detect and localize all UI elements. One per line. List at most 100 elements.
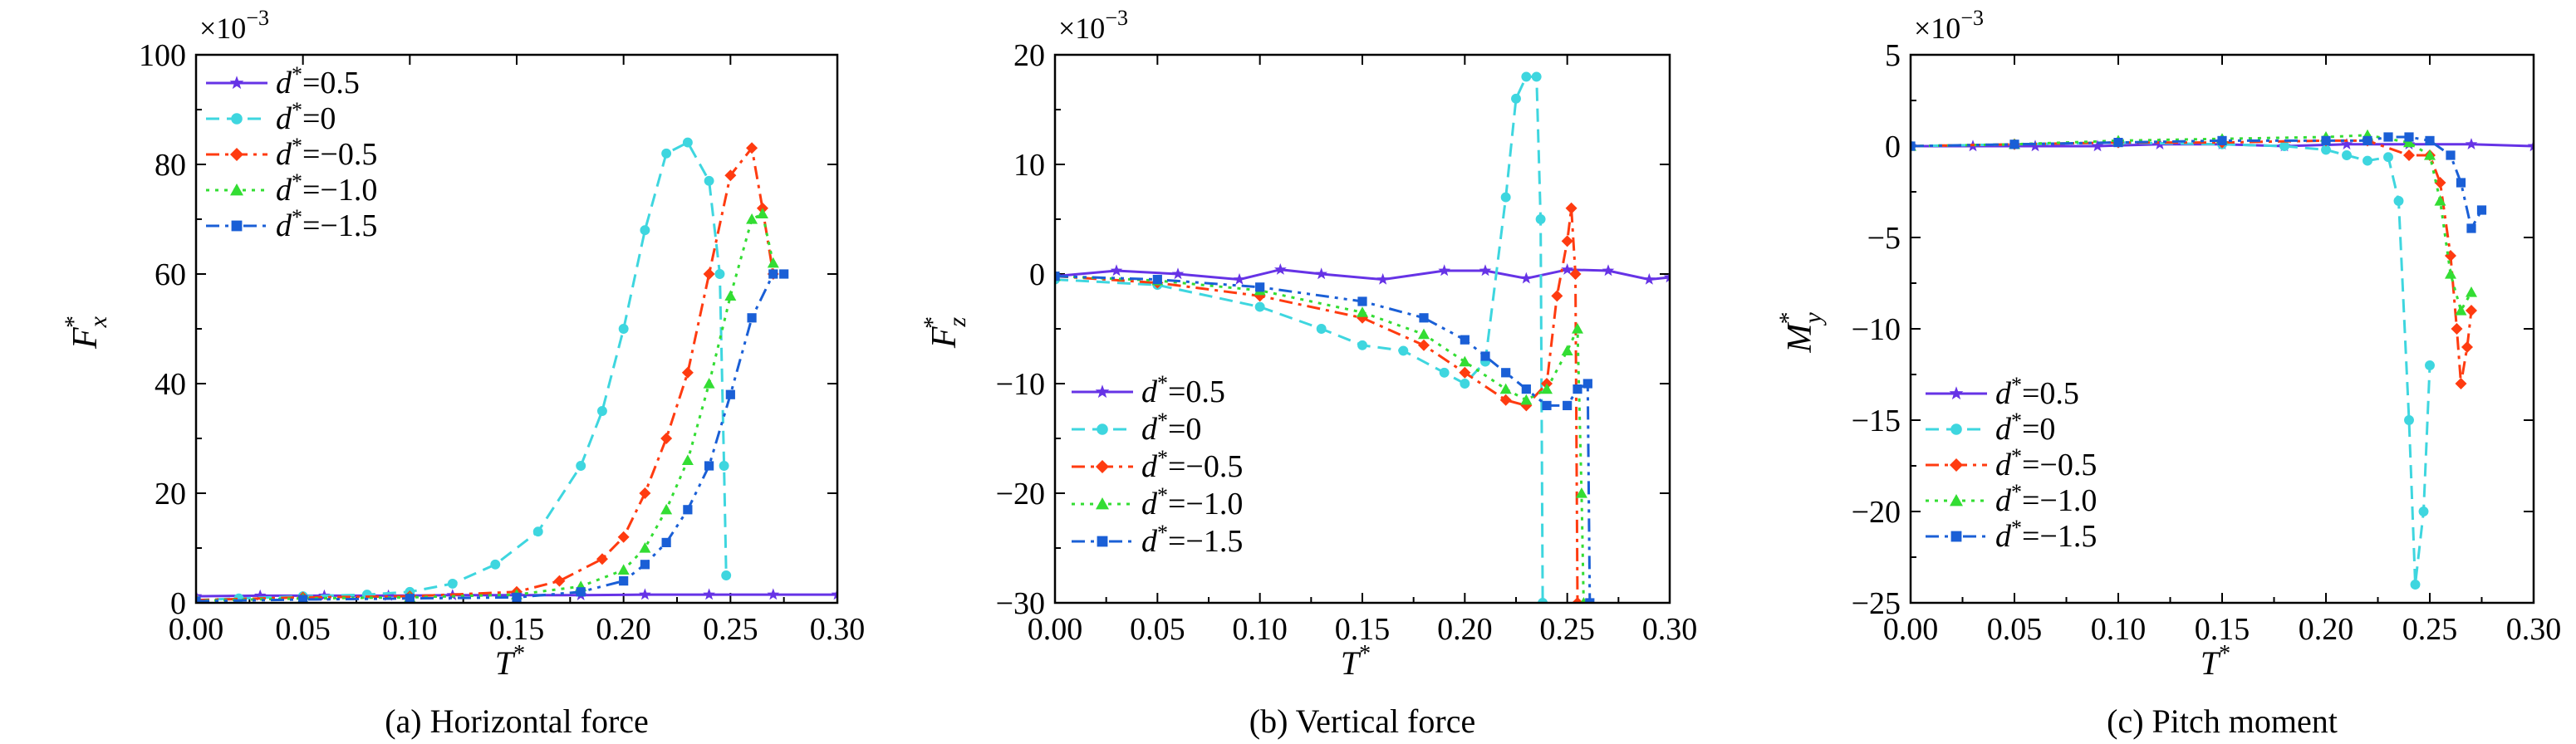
data-point (2321, 144, 2331, 155)
data-point (2404, 415, 2414, 425)
data-point (1460, 379, 1470, 389)
x-tick-label: 0.30 (2506, 612, 2562, 647)
legend-marker (1097, 536, 1108, 547)
data-point (640, 225, 650, 236)
y-tick-label: 80 (155, 148, 186, 183)
data-point (2383, 132, 2393, 142)
series-line (1055, 268, 1670, 281)
data-point (682, 137, 693, 148)
panel-caption: (c) Pitch moment (2107, 702, 2338, 740)
x-tick-label: 0.20 (596, 612, 651, 647)
data-point (1531, 71, 1542, 82)
data-point (1573, 384, 1582, 394)
axis-exponent-power: −3 (246, 6, 269, 30)
x-tick-label: 0.30 (1642, 612, 1698, 647)
x-tick-label: 0.15 (2195, 612, 2250, 647)
legend-label: d*=−1.5 (1995, 516, 2097, 554)
data-point (1521, 71, 1532, 82)
legend-label: d*=0 (1141, 409, 1201, 447)
data-point (2466, 286, 2477, 297)
y-tick-label: −15 (1852, 404, 1901, 438)
x-tick-label: 0.25 (2402, 612, 2458, 647)
data-point (1439, 367, 1450, 378)
series-2 (196, 137, 732, 603)
x-tick-label: 0.05 (275, 612, 331, 647)
y-tick-label: 20 (1013, 38, 1045, 73)
y-axis-label-star: * (60, 316, 87, 328)
axis-exponent: ×10−3 (199, 6, 269, 45)
legend-label: d*=−1.5 (1141, 521, 1243, 559)
legend: d*=0.5d*=0d*=−0.5d*=−1.0d*=−1.5 (1926, 373, 2097, 554)
data-point (747, 313, 757, 323)
data-point (640, 560, 650, 570)
series-3 (1911, 135, 2477, 389)
data-point (1561, 235, 1573, 247)
data-point (2466, 305, 2477, 316)
y-tick-label: −20 (1852, 495, 1901, 530)
data-point (1572, 597, 1583, 603)
plot-frame (1053, 53, 1671, 604)
legend-label: d*=−1.0 (276, 169, 377, 208)
legend-marker (229, 76, 244, 90)
data-point (1911, 141, 1916, 151)
legend-marker (1095, 384, 1110, 399)
data-point (2363, 135, 2372, 145)
x-tick-label: 0.15 (489, 612, 545, 647)
x-tick-label: 0.05 (1130, 612, 1185, 647)
x-axis-label: T* (495, 641, 525, 682)
x-axis-label: T* (1341, 641, 1371, 682)
chart-panel-2: 0.00 0.05 0.10 0.15 0.20 0.25 0.30 −30 −20 −10 0 10… (919, 6, 1697, 740)
data-point (1520, 394, 1533, 405)
data-point (1479, 264, 1492, 277)
data-point (1418, 339, 1430, 351)
data-point (1663, 271, 1670, 283)
x-axis-label-star: * (513, 641, 525, 667)
data-point (1460, 335, 1470, 345)
data-point (2425, 135, 2435, 145)
data-point (1376, 272, 1389, 285)
data-point (1055, 272, 1060, 281)
series-line (1911, 141, 2431, 585)
data-point (490, 559, 501, 570)
y-tick-label: 0 (1885, 130, 1901, 164)
data-point (1538, 598, 1548, 603)
data-point (2403, 136, 2415, 148)
legend-marker (1950, 494, 1963, 507)
data-point (1438, 264, 1450, 277)
data-point (1541, 383, 1553, 394)
data-point (724, 169, 737, 182)
series-2 (1055, 71, 1548, 603)
legend-label: d*=−1.5 (276, 205, 377, 243)
axis-exponent-power: −3 (1960, 6, 1984, 30)
series-4 (196, 208, 779, 603)
data-point (2425, 360, 2435, 370)
data-point (2403, 149, 2415, 161)
legend-marker (230, 184, 243, 196)
legend-label: d*=0.5 (1141, 371, 1225, 409)
series-line (196, 140, 728, 602)
series-line (196, 212, 775, 602)
data-point (768, 269, 778, 279)
data-point (1315, 267, 1327, 280)
data-point (724, 290, 737, 301)
data-point (298, 595, 308, 603)
data-point (1563, 400, 1573, 410)
data-point (2476, 205, 2487, 215)
y-tick-label: 0 (170, 586, 186, 621)
data-point (576, 461, 586, 471)
data-point (2383, 152, 2393, 163)
data-point (756, 208, 768, 218)
series-4 (1055, 270, 1587, 603)
data-point (2445, 268, 2456, 279)
x-tick-label: 0.30 (810, 612, 866, 647)
data-point (2446, 150, 2456, 160)
data-point (617, 531, 630, 543)
legend-marker (1097, 423, 1108, 435)
x-tick-label: 0.25 (703, 612, 758, 647)
data-point (1316, 324, 1327, 334)
data-point (681, 454, 694, 465)
panel-caption: (a) Horizontal force (385, 702, 649, 740)
data-point (1480, 351, 1490, 361)
y-tick-label: 10 (1013, 148, 1045, 183)
data-point (661, 148, 672, 159)
